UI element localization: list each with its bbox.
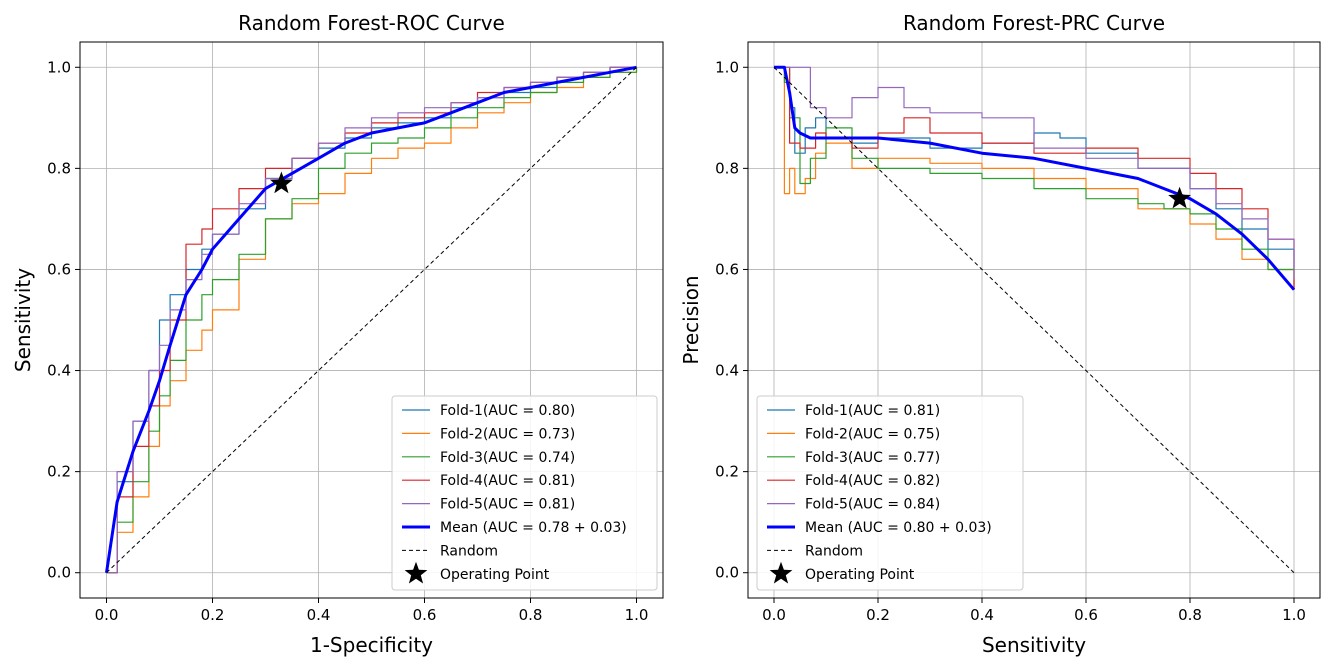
legend-label: Fold-2(AUC = 0.73) [440,426,575,442]
x-axis-label: Sensitivity [982,633,1086,657]
y-tick-label: 0.6 [715,260,739,278]
chart-title: Random Forest-ROC Curve [238,11,505,35]
legend-label: Fold-4(AUC = 0.81) [440,473,575,489]
x-tick-label: 0.4 [970,606,994,624]
series-line-7 [106,66,637,574]
y-tick-label: 0.0 [715,564,739,582]
roc-chart-panel: 0.0 0.2 0.4 0.6 0.8 1.0 0.0 0.2 0.4 0.6 0.8 1.0 Rand… [11,11,664,657]
plot-frame [79,41,664,599]
x-tick-label: 0.0 [762,606,786,624]
operating-point-star [270,171,293,194]
x-tick-label: 0.2 [201,606,225,624]
y-axis-label: Sensitivity [11,268,35,372]
legend-label: Fold-2(AUC = 0.75) [805,426,940,442]
legend-label: Operating Point [805,567,915,583]
x-tick-label: 0.8 [1178,606,1202,624]
y-tick-label: 0.4 [715,362,739,380]
y-tick-label: 1.0 [47,58,71,76]
x-axis-label: 1-Specificity [310,633,433,657]
legend-label: Mean (AUC = 0.78 + 0.03) [440,520,627,536]
legend-label: Mean (AUC = 0.80 + 0.03) [805,520,992,536]
legend-label: Fold-5(AUC = 0.81) [440,497,575,513]
y-axis-label: Precision [679,275,703,364]
x-tick-label: 0.6 [413,606,437,624]
series-line-2 [774,66,1295,285]
x-tick-label: 0.6 [1074,606,1098,624]
legend-box [756,395,1024,591]
series-line-3 [774,66,1295,290]
legend-label: Fold-4(AUC = 0.82) [805,473,940,489]
x-tick-label: 1.0 [625,606,649,624]
y-tick-label: 0.8 [715,159,739,177]
y-tick-label: 0.4 [47,362,71,380]
series-line-6 [774,65,1296,291]
legend-star-icon [769,561,793,584]
x-tick-label: 0.8 [519,606,543,624]
series-line-5 [774,66,1295,280]
legend-box [391,395,658,591]
legend-label: Random [805,543,863,559]
legend-star-icon [404,561,428,584]
plot-frame [747,41,1321,599]
legend-label: Fold-5(AUC = 0.84) [805,497,940,513]
x-tick-label: 0.4 [307,606,331,624]
prc-chart-panel: 0.0 0.2 0.4 0.6 0.8 1.0 0.0 0.2 0.4 0.6 0.8 1.0 Rand… [679,11,1321,657]
legend-label: Random [440,543,498,559]
series-line-6 [105,65,637,573]
x-tick-label: 0.0 [95,606,119,624]
legend-label: Fold-3(AUC = 0.77) [805,450,940,466]
y-tick-label: 0.0 [47,564,71,582]
y-tick-label: 0.8 [47,159,71,177]
legend-label: Fold-1(AUC = 0.80) [440,403,575,419]
series-line-7 [773,66,1295,574]
x-tick-label: 1.0 [1282,606,1306,624]
legend-label: Fold-1(AUC = 0.81) [805,403,940,419]
legend-label: Operating Point [440,567,550,583]
y-tick-label: 0.2 [715,463,739,481]
legend-label: Fold-3(AUC = 0.74) [440,450,575,466]
x-tick-label: 0.2 [866,606,890,624]
operating-point-star [1168,186,1191,209]
y-tick-label: 1.0 [715,58,739,76]
chart-title: Random Forest-PRC Curve [903,11,1165,35]
y-tick-label: 0.2 [47,463,71,481]
y-tick-label: 0.6 [47,260,71,278]
